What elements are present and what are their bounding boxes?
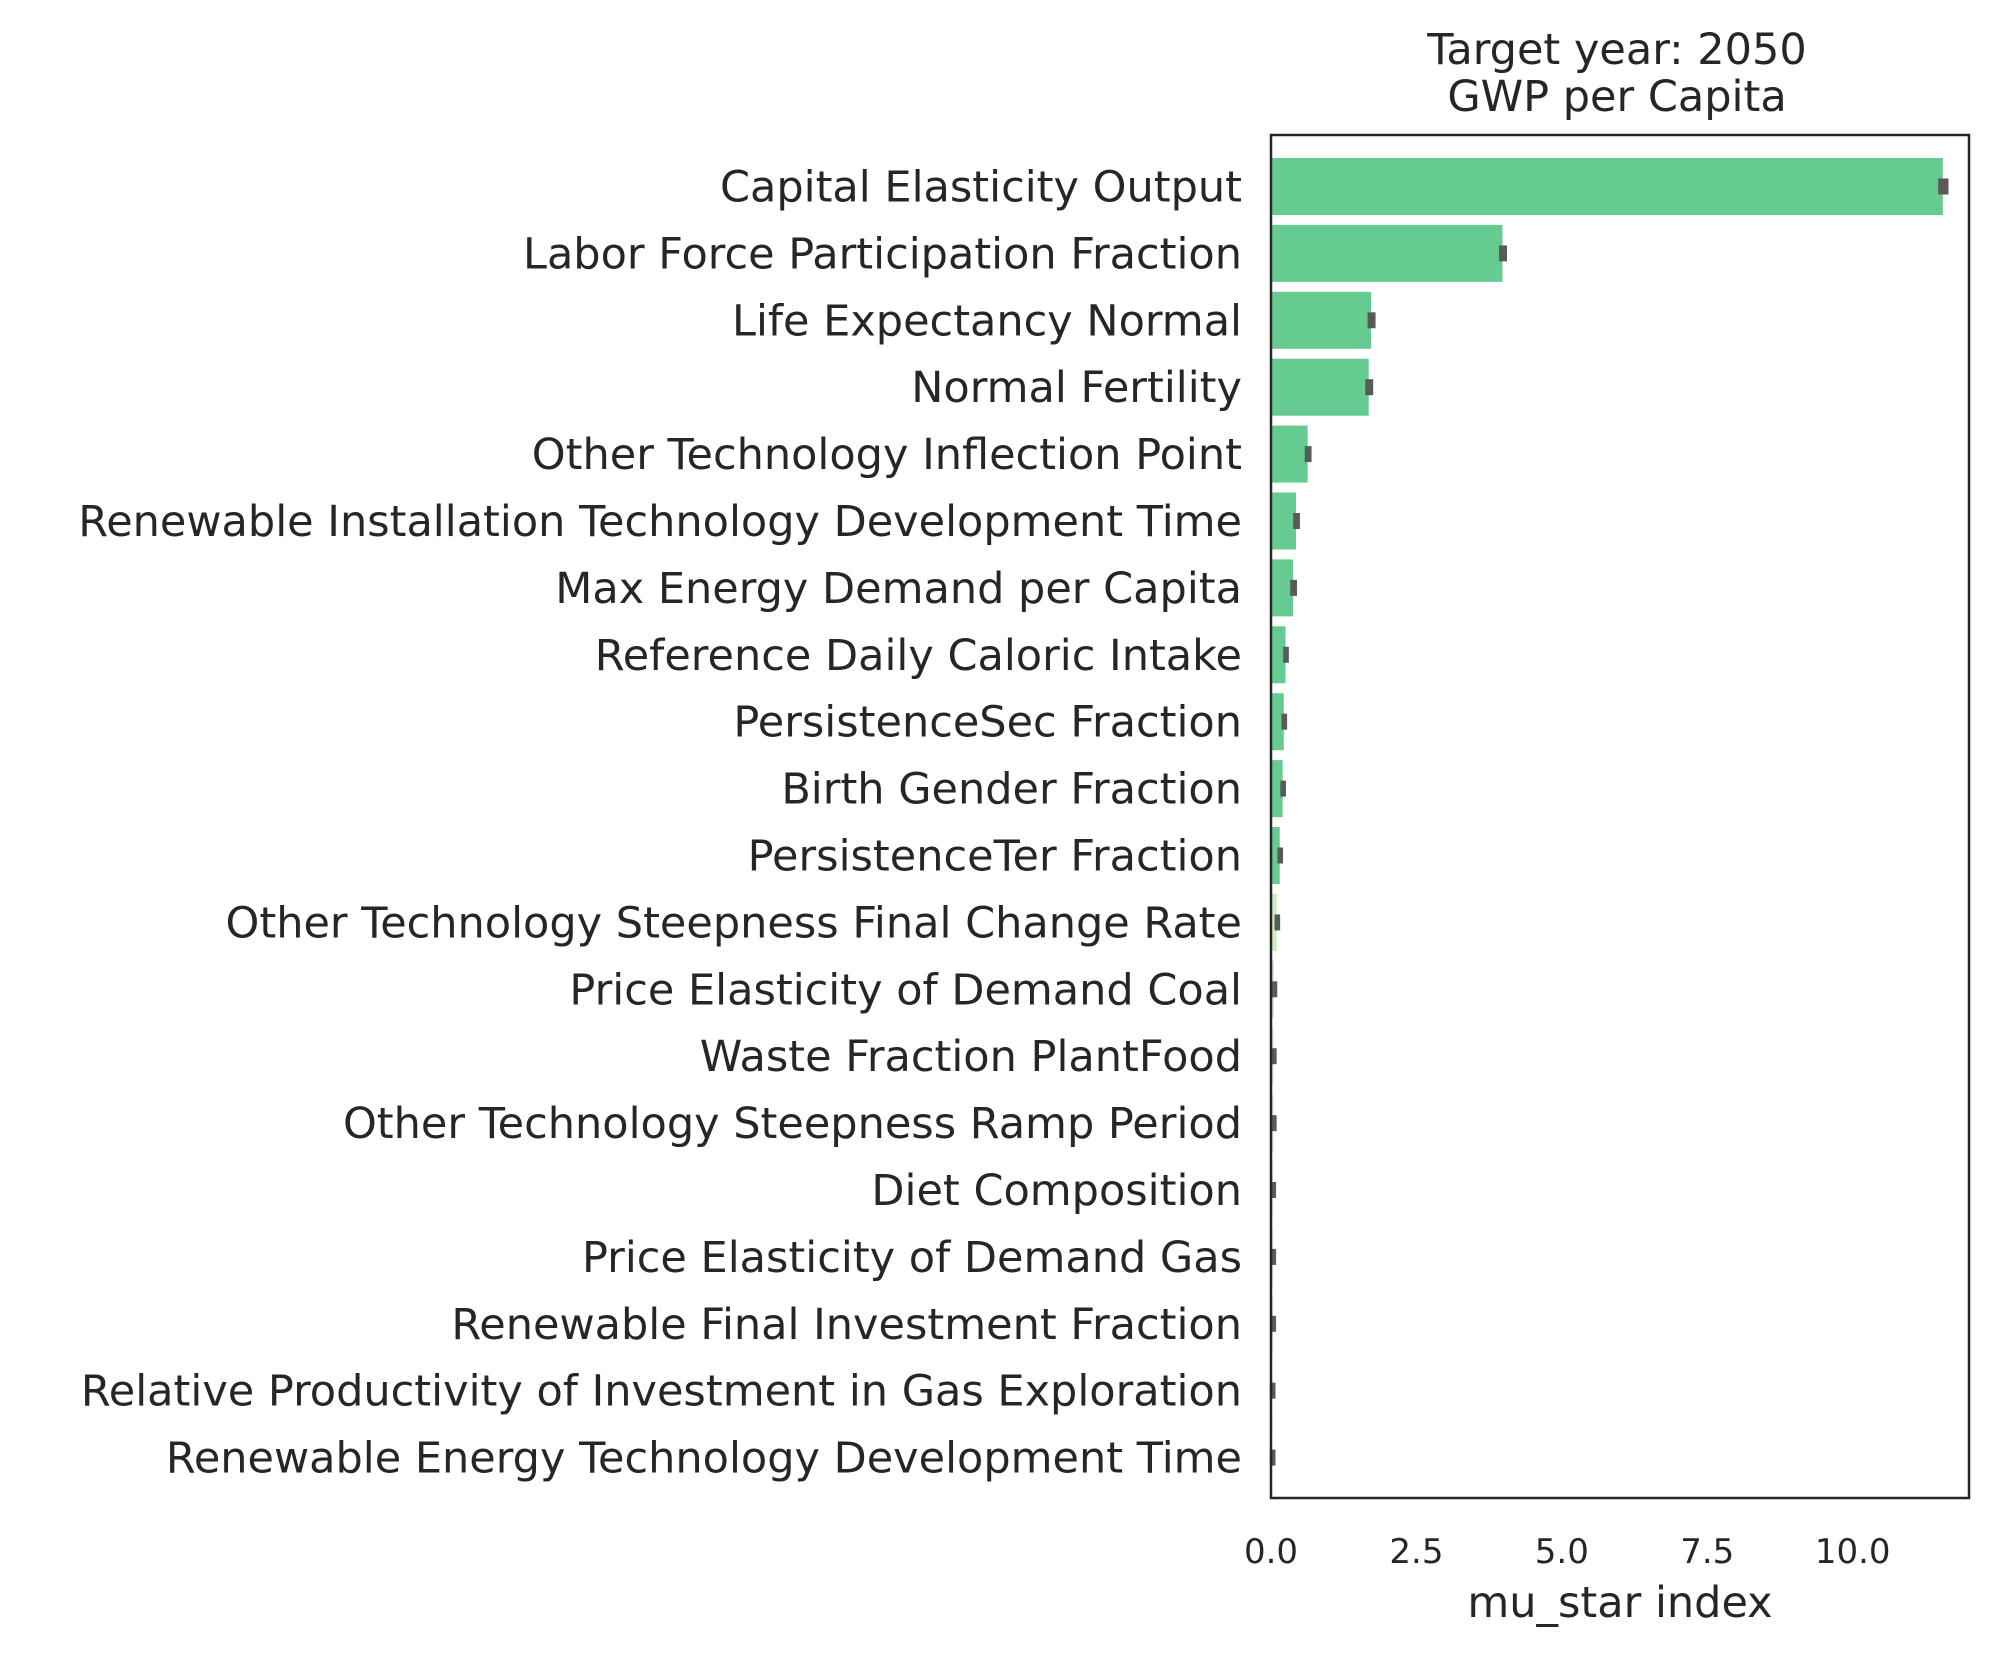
category-label-14: Waste Fraction PlantFood — [700, 1032, 1242, 1082]
category-label-13: Price Elasticity of Demand Coal — [569, 965, 1242, 1015]
category-label-7: Max Energy Demand per Capita — [555, 564, 1242, 614]
chart-title-line-2: GWP per Capita — [1447, 72, 1786, 122]
category-label-12: Other Technology Steepness Final Change … — [225, 898, 1242, 948]
category-label-4: Normal Fertility — [911, 363, 1242, 413]
category-label-18: Renewable Final Investment Fraction — [451, 1300, 1242, 1350]
category-label-6: Renewable Installation Technology Develo… — [78, 497, 1242, 547]
category-label-1: Capital Elasticity Output — [720, 163, 1242, 213]
chart-title: Target year: 2050 GWP per Capita — [1426, 25, 1806, 122]
category-label-3: Life Expectancy Normal — [732, 296, 1242, 346]
chart-title-line-1: Target year: 2050 — [1426, 25, 1806, 75]
bar-12 — [1271, 893, 1277, 951]
category-label-10: Birth Gender Fraction — [781, 765, 1242, 815]
category-label-19: Relative Productivity of Investment in G… — [81, 1367, 1242, 1417]
category-label-2: Labor Force Participation Fraction — [523, 229, 1242, 279]
x-tick-label-4: 7.5 — [1680, 1532, 1734, 1572]
category-label-11: PersistenceTer Fraction — [748, 832, 1242, 882]
x-tick-label-5: 10.0 — [1815, 1532, 1891, 1572]
plot-frame — [1269, 133, 1971, 1500]
bar-3 — [1271, 291, 1372, 349]
bar-11 — [1271, 827, 1280, 884]
category-label-15: Other Technology Steepness Ramp Period — [343, 1099, 1242, 1149]
bar-6 — [1271, 492, 1297, 550]
bar-10 — [1271, 760, 1283, 818]
category-label-20: Renewable Energy Technology Development … — [166, 1434, 1242, 1484]
bar-9 — [1271, 693, 1284, 751]
category-label-9: PersistenceSec Fraction — [733, 698, 1242, 748]
bars-layer — [1271, 158, 1943, 1487]
bar-5 — [1271, 425, 1308, 483]
category-label-16: Diet Composition — [871, 1166, 1242, 1216]
bar-8 — [1271, 626, 1286, 684]
error-bars-layer — [1269, 178, 1949, 1466]
bar-4 — [1271, 358, 1369, 416]
bar-1 — [1271, 158, 1943, 215]
category-label-8: Reference Daily Caloric Intake — [595, 631, 1242, 681]
category-label-5: Other Technology Inflection Point — [532, 430, 1242, 480]
bar-7 — [1271, 559, 1294, 617]
x-tick-label-2: 2.5 — [1389, 1532, 1443, 1572]
bar-2 — [1271, 224, 1503, 282]
x-axis-ticks: 0.0 2.5 5.0 7.5 10.0 — [1244, 1532, 1891, 1572]
x-axis-title: mu_star index — [1467, 1578, 1772, 1628]
category-label-17: Price Elasticity of Demand Gas — [582, 1233, 1242, 1283]
x-tick-label-1: 0.0 — [1244, 1532, 1298, 1572]
x-tick-label-3: 5.0 — [1535, 1532, 1589, 1572]
category-labels: Capital Elasticity Output Labor Force Par… — [78, 163, 1242, 1484]
